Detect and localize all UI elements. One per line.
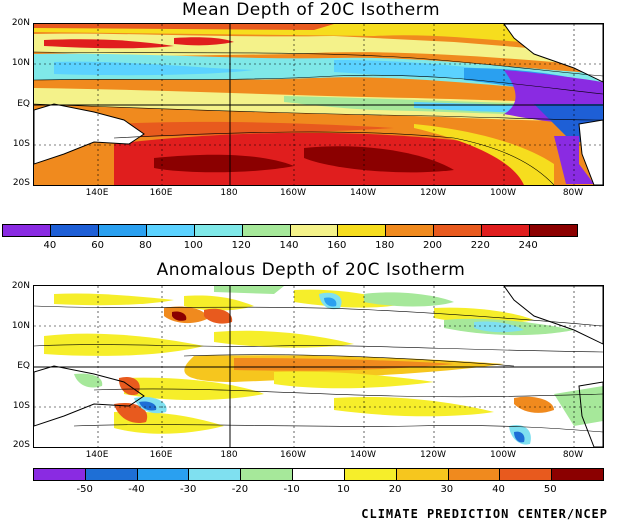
lat-label-10n: 10N (11, 58, 30, 68)
lon-label-160e-anom: 160E (149, 450, 173, 460)
colorbar-label: -40 (128, 484, 145, 495)
colorbar-swatch (290, 225, 339, 236)
lon-label-180-anom: 180 (220, 450, 238, 460)
colorbar-swatch (293, 469, 345, 480)
colorbar-swatch (434, 225, 483, 236)
colorbar-swatch (448, 469, 501, 480)
colorbar-swatch (3, 225, 51, 236)
colorbar-label: -30 (180, 484, 197, 495)
anomalous-depth-title: Anomalous Depth of 20C Isotherm (156, 260, 466, 280)
colorbar-label: 40 (492, 484, 505, 495)
colorbar-swatch (386, 225, 435, 236)
anomalous-depth-field (34, 286, 603, 447)
credit-text: CLIMATE PREDICTION CENTER/NCEP (361, 507, 608, 521)
lat-label-20n: 20N (11, 18, 30, 28)
mean-depth-colorbar (2, 224, 578, 237)
lon-label-160w: 160W (279, 188, 307, 198)
colorbar-label: -10 (283, 484, 300, 495)
lat-label-10s-anom: 10S (12, 401, 30, 411)
colorbar-label: 50 (543, 484, 557, 495)
lon-label-140e-anom: 140E (85, 450, 109, 460)
lat-label-20n-anom: 20N (11, 281, 30, 291)
colorbar-label: 160 (327, 240, 347, 251)
lon-label-120w: 120W (419, 188, 447, 198)
colorbar-swatch (482, 225, 531, 236)
colorbar-swatch (552, 469, 603, 480)
colorbar-swatch (50, 225, 99, 236)
colorbar-label: 20 (388, 484, 402, 495)
colorbar-swatch (530, 225, 578, 236)
lat-label-eq: EQ (17, 99, 30, 109)
colorbar-swatch (396, 469, 449, 480)
lon-label-140w-anom: 140W (349, 450, 377, 460)
colorbar-label: 80 (139, 240, 152, 251)
lat-label-10s: 10S (12, 139, 30, 149)
lon-label-100w-anom: 100W (489, 450, 517, 460)
anomalous-depth-map (33, 285, 604, 448)
lon-label-160w-anom: 160W (279, 450, 307, 460)
colorbar-swatch (344, 469, 397, 480)
colorbar-label: 30 (440, 484, 454, 495)
colorbar-swatch (189, 469, 242, 480)
colorbar-label: 40 (43, 240, 57, 251)
colorbar-label: 180 (375, 240, 395, 251)
colorbar-label: 140 (279, 240, 299, 251)
colorbar-swatch (242, 225, 291, 236)
lat-label-10n-anom: 10N (11, 321, 30, 331)
lon-label-160e: 160E (149, 188, 173, 198)
colorbar-swatch (85, 469, 138, 480)
colorbar-swatch (137, 469, 190, 480)
lat-label-eq-anom: EQ (17, 361, 30, 371)
colorbar-swatch (98, 225, 147, 236)
colorbar-swatch (241, 469, 294, 480)
colorbar-swatch (146, 225, 195, 236)
lon-label-80w: 80W (562, 188, 584, 198)
lat-label-20s-anom: 20S (12, 440, 30, 450)
lon-label-180: 180 (220, 188, 238, 198)
colorbar-label: 10 (336, 484, 350, 495)
mean-depth-title: Mean Depth of 20C Isotherm (181, 0, 441, 20)
colorbar-label: 200 (422, 240, 443, 251)
anomalous-depth-colorbar (33, 468, 604, 481)
lon-label-80w-anom: 80W (562, 450, 584, 460)
colorbar-swatch (338, 225, 387, 236)
colorbar-label: 60 (91, 240, 105, 251)
colorbar-label: 220 (470, 240, 490, 251)
colorbar-label: 240 (518, 240, 538, 251)
colorbar-label: -20 (231, 484, 249, 495)
colorbar-swatch (34, 469, 86, 480)
colorbar-swatch (500, 469, 553, 480)
lon-label-140e: 140E (85, 188, 109, 198)
colorbar-swatch (194, 225, 243, 236)
mean-depth-field (34, 24, 603, 185)
lat-label-20s: 20S (12, 178, 30, 188)
colorbar-label: 100 (183, 240, 203, 251)
colorbar-label: 120 (231, 240, 251, 251)
lon-label-120w-anom: 120W (419, 450, 447, 460)
colorbar-label: -50 (76, 484, 93, 495)
lon-label-140w: 140W (349, 188, 377, 198)
mean-depth-map (33, 23, 604, 186)
lon-label-100w: 100W (489, 188, 517, 198)
